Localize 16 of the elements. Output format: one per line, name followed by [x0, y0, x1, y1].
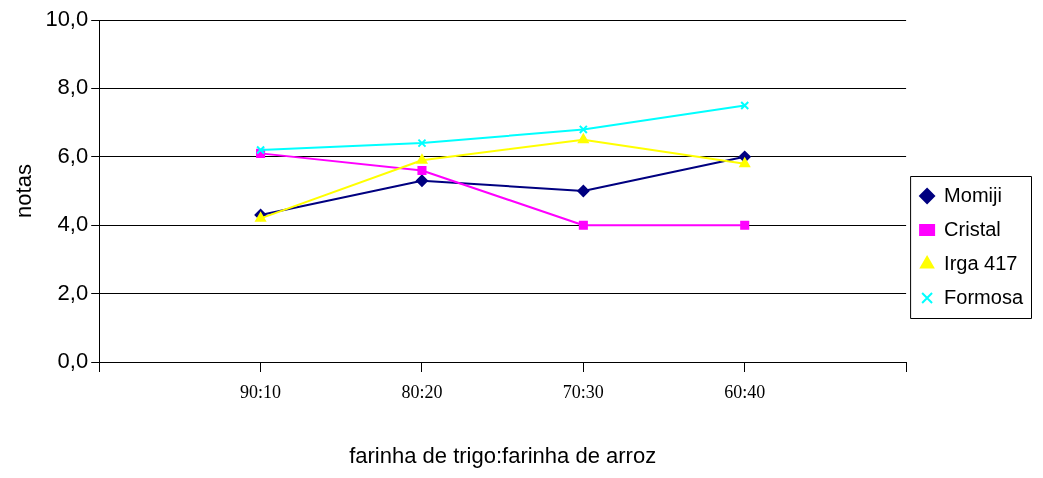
y-tick-label: 2,0 [57, 279, 89, 305]
legend-label: Formosa [944, 285, 1024, 308]
x-tick-label: 60:40 [724, 381, 766, 402]
x-tick-label: 90:10 [240, 381, 282, 402]
y-axis-title: notas [11, 164, 37, 218]
y-tick-label: 6,0 [57, 142, 89, 168]
legend-label: Cristal [944, 217, 1001, 240]
y-tick-label: 8,0 [57, 74, 89, 100]
legend-label: Irga 417 [944, 251, 1018, 274]
x-tick-label: 70:30 [562, 381, 604, 402]
y-tick-label: 0,0 [57, 348, 89, 374]
x-tick-label: 80:20 [401, 381, 443, 402]
x-axis-title: farinha de trigo:farinha de arroz [349, 442, 657, 468]
legend-label: Momiji [944, 183, 1002, 206]
y-tick-label: 4,0 [57, 211, 89, 237]
y-tick-label: 10,0 [45, 6, 89, 32]
